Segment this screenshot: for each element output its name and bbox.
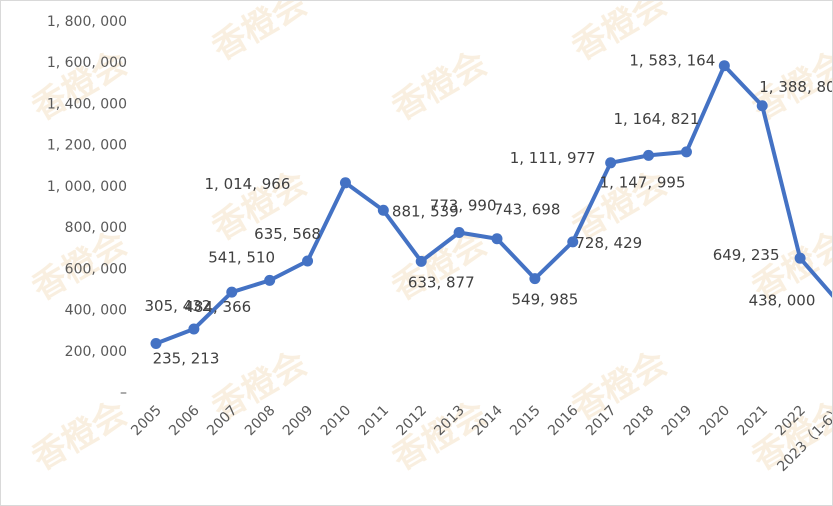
- data-label: 1, 147, 995: [600, 173, 686, 191]
- data-point: [453, 226, 465, 238]
- y-tick-label: 200, 000: [65, 344, 127, 360]
- y-tick-label: 800, 000: [65, 220, 127, 236]
- watermark-text: 香橙会: [566, 343, 674, 429]
- data-label: 235, 213: [153, 350, 220, 368]
- data-point: [643, 149, 655, 161]
- data-point: [718, 60, 730, 72]
- data-label: 743, 698: [494, 201, 561, 219]
- data-point: [264, 274, 276, 286]
- data-point: [680, 146, 692, 158]
- data-label: 1, 583, 164: [629, 52, 715, 70]
- data-point: [756, 100, 768, 112]
- data-point: [567, 236, 579, 248]
- data-label: 541, 510: [208, 248, 275, 266]
- data-label: 484, 366: [184, 298, 251, 316]
- data-label: 635, 568: [254, 225, 321, 243]
- watermark-layer: 香橙会香橙会香橙会香橙会香橙会香橙会香橙会香橙会香橙会香橙会香橙会香橙会香橙会香…: [26, 1, 833, 479]
- x-tick-label: 2011: [356, 403, 393, 440]
- y-tick-label: 400, 000: [65, 303, 127, 319]
- data-label: 881, 539: [392, 202, 459, 220]
- data-label: 1, 388, 805: [759, 78, 832, 96]
- x-tick-label: 2020: [697, 403, 734, 440]
- watermark-text: 香橙会: [206, 1, 314, 69]
- y-tick-label: 1, 200, 000: [47, 138, 127, 154]
- series-line-group: [150, 60, 832, 350]
- y-tick-label: 1, 000, 000: [47, 179, 127, 195]
- data-label: 1, 111, 977: [510, 149, 596, 167]
- data-label: 1, 164, 821: [613, 110, 699, 128]
- y-tick-label: 1, 600, 000: [47, 55, 127, 71]
- data-point: [150, 338, 162, 350]
- y-tick-label: 1, 800, 000: [47, 14, 127, 30]
- data-point: [339, 177, 351, 189]
- x-tick-label: 2015: [507, 403, 544, 440]
- data-label: 728, 429: [575, 234, 642, 252]
- data-point: [415, 255, 427, 267]
- data-point: [491, 233, 503, 245]
- data-point: [302, 255, 314, 267]
- data-point: [529, 273, 541, 285]
- y-tick-label: –: [120, 385, 127, 401]
- data-label: 649, 235: [713, 246, 780, 264]
- data-point: [794, 252, 806, 264]
- data-label: 438, 000: [749, 292, 816, 310]
- x-tick-label: 2005: [128, 403, 165, 440]
- x-tick-label: 2009: [280, 403, 317, 440]
- data-point: [605, 157, 617, 169]
- x-tick-label: 2019: [659, 403, 696, 440]
- data-label: 633, 877: [408, 273, 475, 291]
- data-label: 1, 014, 966: [204, 175, 290, 193]
- data-label: 549, 985: [511, 291, 578, 309]
- watermark-text: 香橙会: [386, 43, 494, 129]
- x-tick-label: 2006: [166, 402, 203, 439]
- x-tick-label: 2010: [318, 403, 355, 440]
- data-label: 773, 990: [430, 196, 497, 214]
- data-label: 305, 432: [144, 297, 211, 315]
- watermark-text: 香橙会: [26, 393, 134, 479]
- y-tick-label: 600, 000: [65, 261, 127, 277]
- y-tick-label: 1, 400, 000: [47, 96, 127, 112]
- data-point: [377, 204, 389, 216]
- y-axis: – 200, 000 400, 000 600, 000 800, 000 1, 000,…: [47, 14, 127, 401]
- x-tick-label: 2018: [621, 403, 658, 440]
- data-point: [226, 286, 238, 298]
- data-point: [188, 323, 200, 335]
